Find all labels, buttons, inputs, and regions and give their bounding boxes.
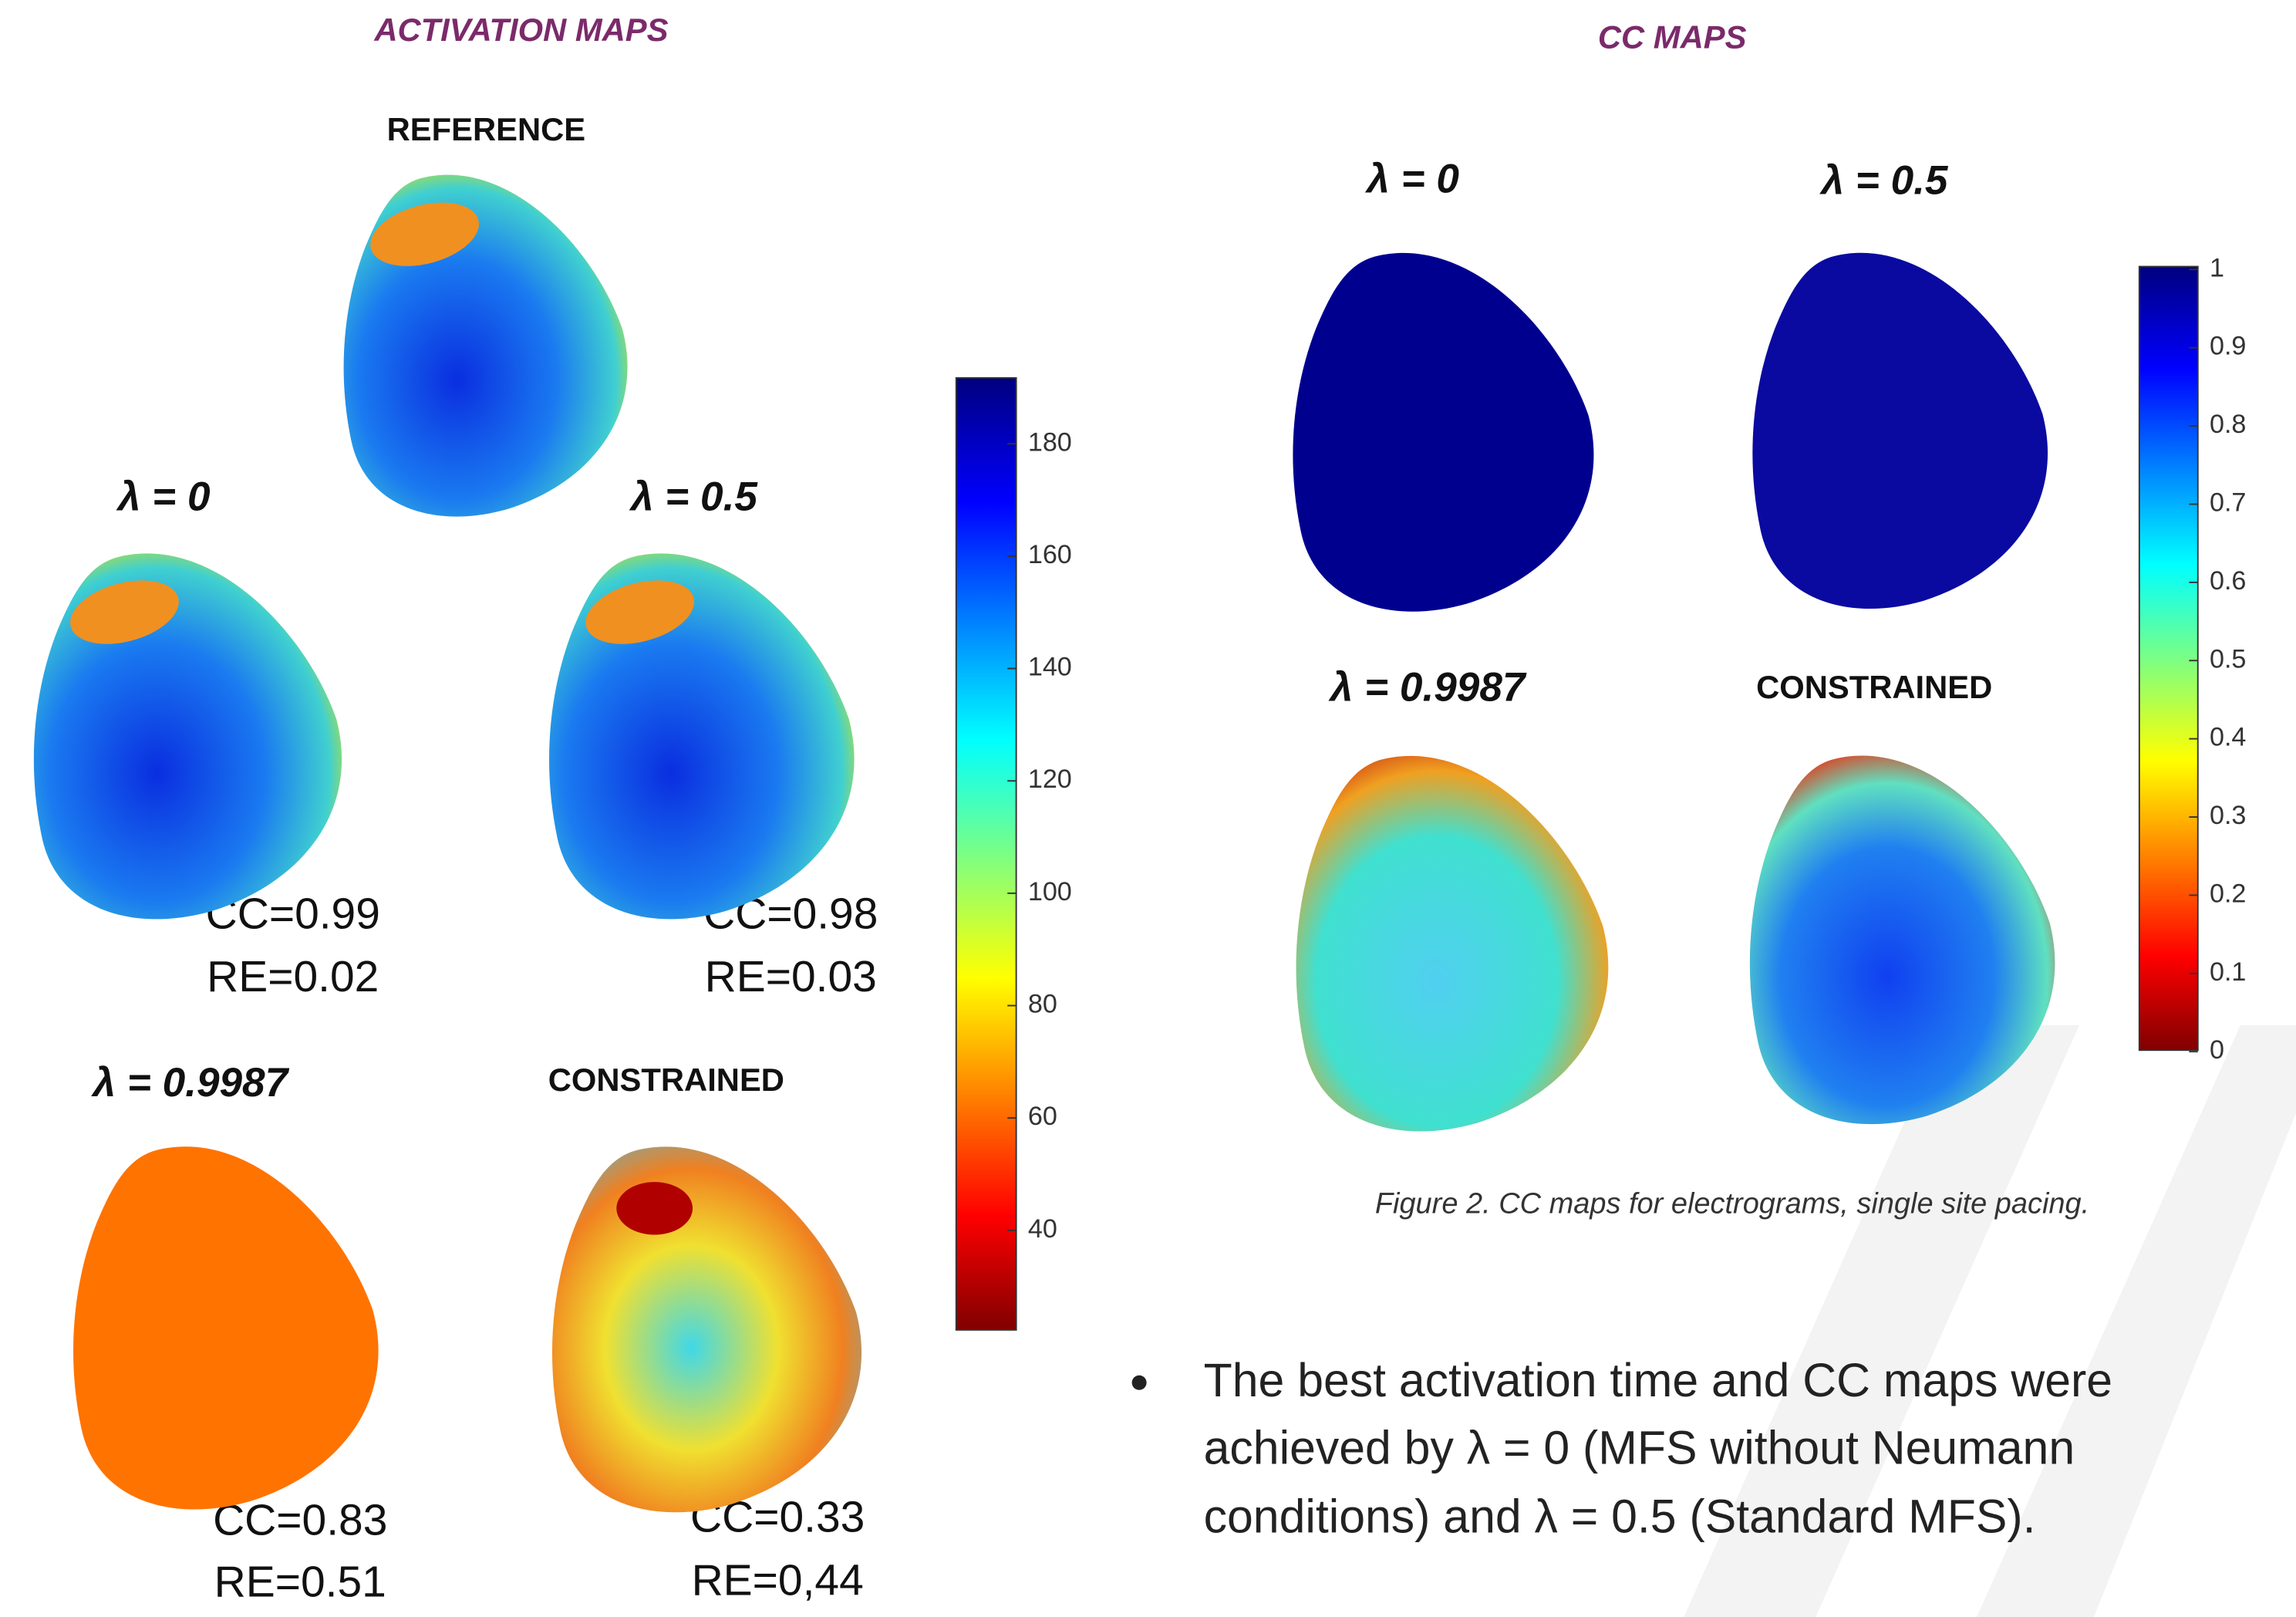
bullet-text: achieved by λ = 0 (MFS without Neumann: [1204, 1422, 2075, 1474]
tick-label: 0.1: [2210, 957, 2246, 987]
metric: CC=0.83: [213, 1496, 387, 1545]
section-title: CC MAPS: [1598, 19, 1747, 55]
colorbar: [955, 376, 1017, 1331]
tick-label: 40: [1028, 1214, 1057, 1244]
bullet-dot: [1131, 1375, 1147, 1390]
tick-label: 80: [1028, 990, 1057, 1019]
metric: RE=0.03: [705, 952, 877, 1001]
panel-label: λ = 0.9987: [1328, 664, 1527, 710]
caption: Figure 2. CC maps for electrograms, sing…: [1375, 1188, 2089, 1220]
tick-label: 0: [2210, 1035, 2224, 1065]
colorbar: [2138, 265, 2199, 1052]
bullet-text: The best activation time and CC maps wer…: [1204, 1354, 2112, 1406]
panel-label: λ = 0.9987: [91, 1060, 290, 1106]
heart-map: [551, 1146, 862, 1513]
tick-label: 60: [1028, 1102, 1057, 1131]
tick-label: 120: [1028, 765, 1072, 794]
tick-label: 180: [1028, 427, 1072, 457]
panel-label: λ = 0: [116, 474, 211, 519]
tick-label: 160: [1028, 540, 1072, 569]
tick-label: 0.7: [2210, 488, 2246, 518]
tick-label: 0.4: [2210, 723, 2246, 752]
valve: [616, 1182, 693, 1235]
tick-label: 0.9: [2210, 332, 2246, 361]
tick-label: 0.2: [2210, 879, 2246, 908]
heart-map: [33, 553, 342, 920]
heart-map: [1752, 252, 2048, 609]
valve: [370, 202, 479, 266]
panel-label: CONSTRAINED: [1756, 669, 1992, 705]
tick-label: 0.6: [2210, 566, 2246, 596]
tick-label: 0.5: [2210, 644, 2246, 673]
section-title: ACTIVATION MAPS: [373, 12, 668, 48]
tick-label: 100: [1028, 877, 1072, 906]
valve: [585, 580, 695, 644]
heart-map: [549, 553, 855, 920]
metric: RE=0.51: [214, 1557, 386, 1606]
panel-label: CONSTRAINED: [548, 1062, 784, 1098]
heart-map: [1293, 252, 1594, 612]
metric: RE=0.02: [207, 952, 379, 1001]
heart-map: [1749, 755, 2055, 1125]
metric: RE=0,44: [692, 1555, 864, 1605]
tick-label: 1: [2210, 253, 2224, 282]
bullet-text: conditions) and λ = 0.5 (Standard MFS).: [1204, 1490, 2036, 1543]
tick-label: 0.3: [2210, 801, 2246, 830]
tick-label: 140: [1028, 653, 1072, 682]
valve: [70, 580, 179, 644]
panel-label: λ = 0.5: [1819, 157, 1948, 203]
panel-label: λ = 0.5: [629, 474, 758, 519]
tick-label: 0.8: [2210, 410, 2246, 439]
panel-label: λ = 0: [1364, 156, 1459, 201]
background-stripes: [1684, 1025, 2296, 1617]
heart-map: [1296, 755, 1609, 1132]
heart-map: [73, 1146, 379, 1510]
panel-label: REFERENCE: [387, 111, 585, 147]
